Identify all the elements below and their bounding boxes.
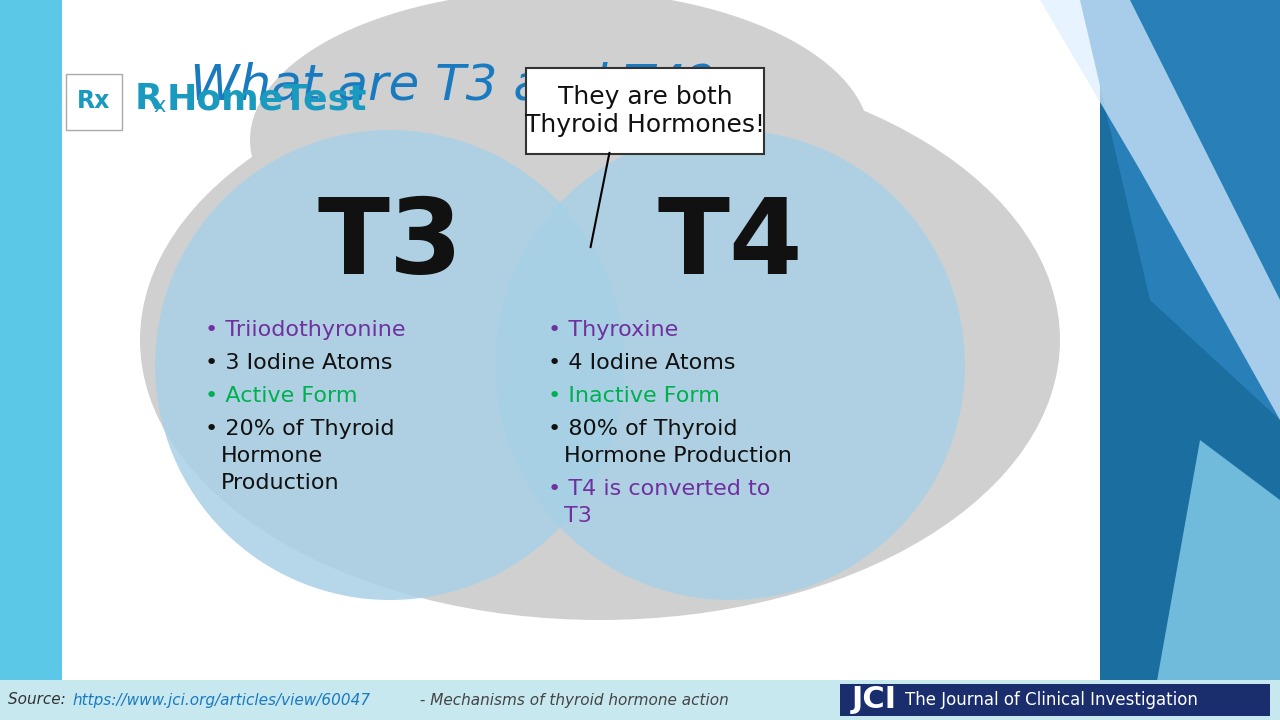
Text: The Journal of Clinical Investigation: The Journal of Clinical Investigation <box>905 691 1198 709</box>
Text: HomeTest: HomeTest <box>166 82 367 116</box>
Text: • Inactive Form: • Inactive Form <box>548 386 719 406</box>
Polygon shape <box>1100 0 1280 720</box>
Circle shape <box>495 130 965 600</box>
Text: • Thyroxine: • Thyroxine <box>548 320 678 340</box>
Polygon shape <box>1149 440 1280 720</box>
Text: • 80% of Thyroid: • 80% of Thyroid <box>548 419 737 439</box>
Ellipse shape <box>250 0 870 290</box>
Text: Rx: Rx <box>77 89 110 113</box>
Text: - Mechanisms of thyroid hormone action: - Mechanisms of thyroid hormone action <box>415 693 728 708</box>
Text: • Active Form: • Active Form <box>205 386 357 406</box>
Ellipse shape <box>140 60 1060 620</box>
Text: Hormone Production: Hormone Production <box>564 446 792 466</box>
Text: • T4 is converted to: • T4 is converted to <box>548 479 771 499</box>
Circle shape <box>155 130 625 600</box>
Text: Hormone: Hormone <box>221 446 323 466</box>
FancyBboxPatch shape <box>840 684 1270 716</box>
Text: Production: Production <box>221 473 339 493</box>
Bar <box>0 0 61 720</box>
Text: • 20% of Thyroid: • 20% of Thyroid <box>205 419 394 439</box>
Text: They are both
Thyroid Hormones!: They are both Thyroid Hormones! <box>525 85 765 137</box>
Text: T4: T4 <box>657 194 803 296</box>
Text: x: x <box>154 96 165 116</box>
Text: Source:: Source: <box>8 693 70 708</box>
Text: What are T3 and T4?: What are T3 and T4? <box>189 61 712 109</box>
Text: https://www.jci.org/articles/view/60047: https://www.jci.org/articles/view/60047 <box>72 693 370 708</box>
Polygon shape <box>1080 0 1280 420</box>
FancyBboxPatch shape <box>526 68 764 154</box>
Text: T3: T3 <box>317 194 462 296</box>
Text: • 3 Iodine Atoms: • 3 Iodine Atoms <box>205 353 393 373</box>
Polygon shape <box>1039 0 1280 420</box>
Bar <box>0 680 1280 720</box>
Text: • 4 Iodine Atoms: • 4 Iodine Atoms <box>548 353 736 373</box>
FancyBboxPatch shape <box>67 74 122 130</box>
Text: R: R <box>134 82 163 116</box>
Text: JCI: JCI <box>852 685 897 714</box>
Text: • Triiodothyronine: • Triiodothyronine <box>205 320 406 340</box>
Text: T3: T3 <box>564 506 591 526</box>
